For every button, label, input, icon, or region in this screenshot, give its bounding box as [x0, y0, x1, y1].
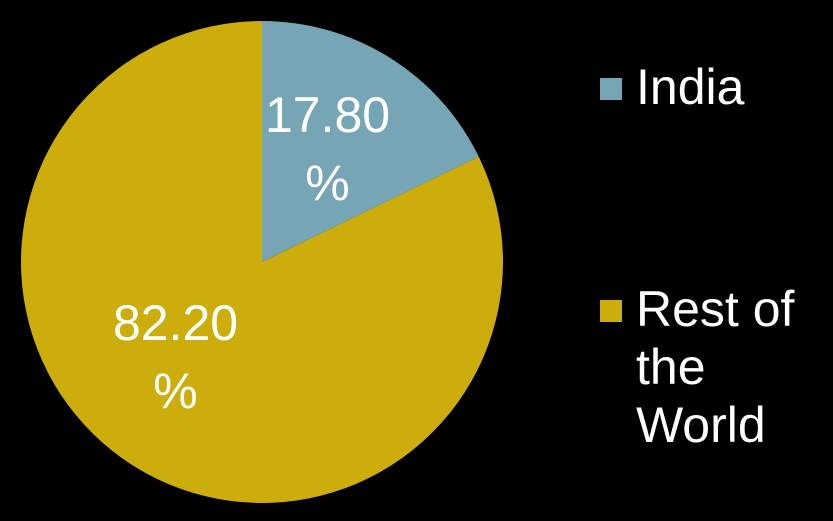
legend-label-rest-of-the-world: Rest of the World	[636, 281, 795, 453]
legend-label-india: India	[636, 59, 745, 115]
slice-label-rest-of-the-world: 82.20%	[113, 295, 238, 419]
legend-swatch-india	[600, 78, 622, 100]
legend-item-rest-of-the-world: Rest of the World	[600, 280, 826, 454]
pie-slice-india	[262, 21, 479, 262]
legend-swatch-rest-of-the-world	[600, 300, 622, 322]
legend-item-india: India	[600, 58, 826, 116]
slice-label-india: 17.80%	[265, 87, 390, 211]
pie-slice-rest-of-the-world	[21, 21, 504, 503]
